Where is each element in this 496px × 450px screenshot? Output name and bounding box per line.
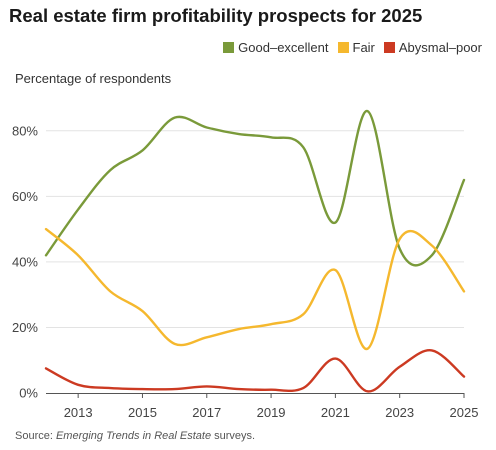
source-publication: Emerging Trends in Real Estate <box>55 430 212 442</box>
legend-item-fair: Fair <box>337 40 375 55</box>
x-tick-label: 2015 <box>128 405 157 420</box>
y-tick-labels: 0% 20% 40% 60% 80% <box>12 123 38 400</box>
source-note: Source: Emerging Trends in Real Estate s… <box>15 430 255 442</box>
series-line-good-excellent <box>44 109 466 267</box>
source-prefix: Source: <box>15 430 56 442</box>
source-suffix: surveys. <box>211 430 256 442</box>
y-tick-label: 40% <box>12 254 38 269</box>
legend-swatch-fair <box>337 42 349 53</box>
series-line-fair <box>44 227 466 350</box>
legend-label-good-excellent: Good–excellent <box>238 40 329 55</box>
x-tick-label: 2025 <box>450 405 479 420</box>
series-line-abysmal-poor <box>44 349 466 393</box>
y-tick-label: 60% <box>12 189 38 204</box>
x-tick-label: 2013 <box>64 405 93 420</box>
x-tick-labels: 2013 2015 2017 2019 2021 2023 2025 <box>64 405 479 420</box>
y-tick-label: 20% <box>12 320 38 335</box>
x-axis <box>46 393 465 398</box>
legend-item-abysmal-poor: Abysmal–poor <box>383 40 482 55</box>
series-layer <box>44 109 466 393</box>
chart-title: Real estate firm profitability prospects… <box>9 5 423 26</box>
y-tick-label: 0% <box>19 386 38 401</box>
legend-label-fair: Fair <box>352 40 375 55</box>
x-tick-label: 2023 <box>385 405 414 420</box>
legend-swatch-abysmal-poor <box>383 42 395 53</box>
x-tick-label: 2021 <box>321 405 350 420</box>
legend-item-good-excellent: Good–excellent <box>223 40 329 55</box>
x-tick-label: 2017 <box>192 405 221 420</box>
line-chart: 0%20%40%60%80% 2013 2015 2017 2019 2021 2023 2… <box>12 109 479 420</box>
legend-label-abysmal-poor: Abysmal–poor <box>398 40 482 55</box>
legend: Good–excellent Fair Abysmal–poor <box>223 40 482 55</box>
legend-swatch-good-excellent <box>223 42 235 53</box>
grid-layer <box>46 130 464 328</box>
y-axis-label: Percentage of respondents <box>15 71 172 86</box>
y-tick-label: 80% <box>12 123 38 138</box>
x-tick-label: 2019 <box>257 405 286 420</box>
